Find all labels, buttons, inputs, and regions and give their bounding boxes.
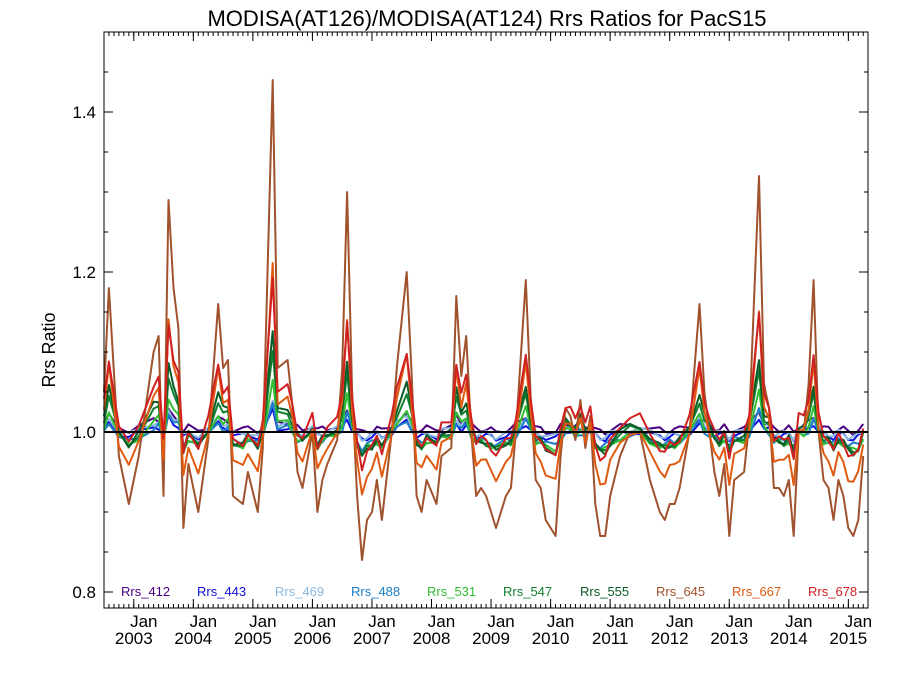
y-axis: 0.8 1.0 1.2 1.4 bbox=[72, 71, 868, 602]
legend-item-rrs-547: Rrs_547 bbox=[503, 584, 552, 599]
y-tick-label: 1.0 bbox=[72, 423, 96, 442]
x-tick-label-year: 2013 bbox=[710, 629, 748, 648]
x-tick-label-month: Jan bbox=[130, 612, 157, 631]
x-tick-label-year: 2004 bbox=[174, 629, 212, 648]
chart-title: MODISA(AT126)/MODISA(AT124) Rrs Ratios f… bbox=[207, 6, 766, 31]
x-tick-label-month: Jan bbox=[368, 612, 395, 631]
legend-item-rrs-678: Rrs_678 bbox=[808, 584, 857, 599]
y-axis-label: Rrs Ratio bbox=[39, 312, 59, 387]
x-tick-label-month: Jan bbox=[785, 612, 812, 631]
legend-item-rrs-645: Rrs_645 bbox=[656, 584, 705, 599]
x-tick-label-year: 2007 bbox=[353, 629, 391, 648]
series-line-rrs-667 bbox=[103, 262, 865, 496]
legend-item-rrs-555: Rrs_555 bbox=[580, 584, 629, 599]
x-tick-label-month: Jan bbox=[309, 612, 336, 631]
x-tick-label-year: 2006 bbox=[294, 629, 332, 648]
series-line-rrs-443 bbox=[103, 407, 864, 443]
x-tick-label-year: 2009 bbox=[472, 629, 510, 648]
x-tick-label-year: 2011 bbox=[592, 629, 629, 648]
x-axis: Jan2003Jan2004Jan2005Jan2006Jan2007Jan20… bbox=[103, 32, 872, 648]
x-tick-label-month: Jan bbox=[249, 612, 276, 631]
x-tick-label-month: Jan bbox=[487, 612, 514, 631]
x-tick-label-year: 2003 bbox=[115, 629, 153, 648]
legend-item-rrs-667: Rrs_667 bbox=[732, 584, 781, 599]
legend-item-rrs-531: Rrs_531 bbox=[427, 584, 476, 599]
plot-frame bbox=[103, 31, 869, 609]
x-tick-label-year: 2008 bbox=[413, 629, 451, 648]
x-tick-label-month: Jan bbox=[606, 612, 633, 631]
legend-item-rrs-469: Rrs_469 bbox=[275, 584, 324, 599]
x-tick-label-month: Jan bbox=[666, 612, 693, 631]
series-line-rrs-645 bbox=[103, 79, 865, 561]
plot-area bbox=[103, 79, 868, 561]
x-tick-label-month: Jan bbox=[845, 612, 872, 631]
x-tick-label-month: Jan bbox=[547, 612, 574, 631]
legend: Rrs_412 Rrs_443 Rrs_469 Rrs_488 Rrs_531 Rrs_5… bbox=[121, 584, 857, 599]
legend-item-rrs-443: Rrs_443 bbox=[197, 584, 246, 599]
x-tick-label-month: Jan bbox=[428, 612, 455, 631]
x-tick-label-month: Jan bbox=[190, 612, 217, 631]
legend-item-rrs-488: Rrs_488 bbox=[351, 584, 400, 599]
x-tick-label-year: 2005 bbox=[234, 629, 272, 648]
y-tick-label: 0.8 bbox=[72, 583, 96, 602]
x-tick-label-month: Jan bbox=[726, 612, 753, 631]
y-tick-label: 1.4 bbox=[72, 103, 96, 122]
x-tick-label-year: 2014 bbox=[770, 629, 808, 648]
x-tick-label-year: 2015 bbox=[829, 629, 867, 648]
legend-item-rrs-412: Rrs_412 bbox=[121, 584, 170, 599]
y-tick-label: 1.2 bbox=[72, 263, 96, 282]
x-tick-label-year: 2012 bbox=[651, 629, 689, 648]
x-tick-label-year: 2010 bbox=[532, 629, 570, 648]
series-line-rrs-678 bbox=[103, 276, 865, 472]
